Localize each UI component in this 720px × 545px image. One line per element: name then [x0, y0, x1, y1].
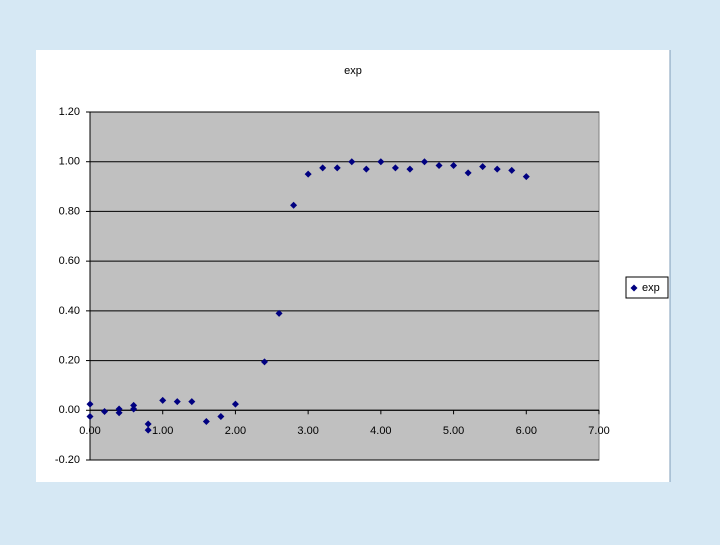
point — [522, 173, 530, 181]
point — [144, 426, 152, 434]
chart-title: exp — [344, 65, 362, 77]
point — [377, 158, 385, 166]
point — [508, 166, 516, 174]
point — [290, 201, 298, 209]
point — [217, 413, 225, 420]
y-tick-label: 0.00 — [59, 404, 80, 416]
point — [275, 309, 283, 317]
point — [348, 158, 356, 166]
point — [130, 405, 138, 413]
point — [144, 420, 152, 428]
y-tick-label: 1.20 — [59, 106, 80, 118]
point — [479, 163, 487, 171]
point — [362, 165, 370, 173]
plot-area — [89, 111, 600, 461]
point — [130, 401, 138, 409]
y-tick-label: -0.20 — [55, 454, 80, 466]
point — [231, 400, 239, 408]
y-tick-label: 1.00 — [59, 156, 80, 168]
point — [86, 413, 94, 420]
x-tick-label: 6.00 — [516, 425, 537, 437]
y-tick-label: 0.40 — [59, 305, 80, 317]
legend — [625, 276, 669, 299]
point — [406, 165, 414, 173]
point — [86, 400, 94, 408]
x-tick-label: 5.00 — [443, 425, 464, 437]
point — [333, 164, 341, 172]
point — [188, 398, 196, 406]
point — [173, 398, 181, 406]
x-tick-label: 4.00 — [370, 425, 391, 437]
legend-marker — [630, 284, 638, 292]
point — [493, 165, 501, 173]
x-tick-label: 2.00 — [225, 425, 246, 437]
point — [304, 170, 312, 178]
point — [391, 164, 399, 172]
y-tick-label: 0.80 — [59, 205, 80, 217]
x-tick-label: 3.00 — [297, 425, 318, 437]
point — [115, 409, 123, 417]
point — [420, 158, 428, 166]
legend-label: exp — [642, 282, 660, 294]
x-tick-label: 7.00 — [588, 425, 609, 437]
y-tick-label: 0.20 — [59, 354, 80, 366]
x-tick-label: 1.00 — [152, 425, 173, 437]
point — [101, 408, 109, 416]
x-tick-label: 0.00 — [79, 425, 100, 437]
point — [450, 161, 458, 169]
point — [202, 417, 210, 425]
y-tick-label: 0.60 — [59, 255, 80, 267]
point — [261, 358, 269, 366]
point — [115, 405, 123, 413]
point — [319, 164, 327, 172]
point — [435, 161, 443, 169]
point — [464, 169, 472, 177]
point — [159, 396, 167, 404]
